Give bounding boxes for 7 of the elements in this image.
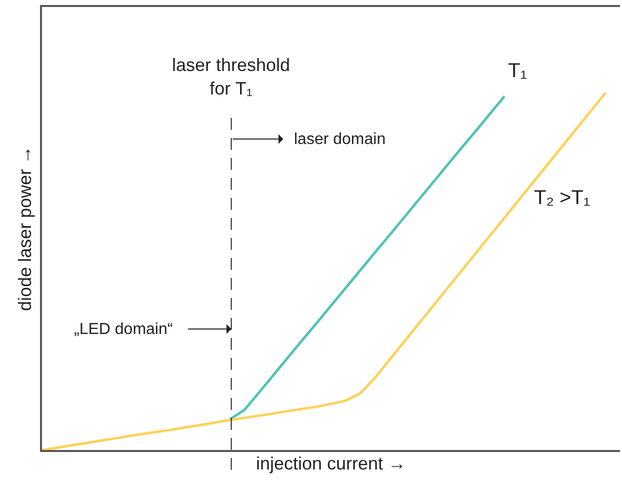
y-axis-title: diode laser power → [14, 146, 35, 312]
annotation: „LED domain“ [74, 321, 173, 338]
annotation: laser threshold for T₁ [172, 55, 290, 98]
annotation: laser domain [294, 131, 386, 148]
series-label: T₂ >T₁ [534, 187, 590, 209]
x-axis-title: injection current → [256, 453, 406, 474]
series-label: T₁ [508, 60, 528, 82]
